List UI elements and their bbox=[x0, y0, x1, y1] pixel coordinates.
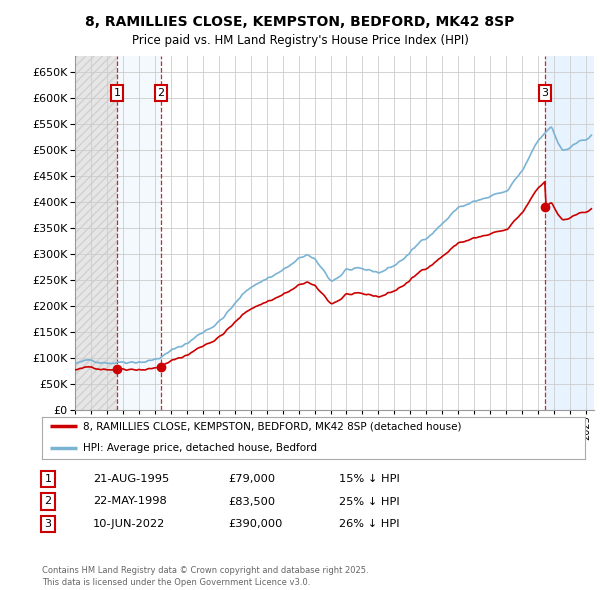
Text: 2: 2 bbox=[44, 497, 52, 506]
Text: £83,500: £83,500 bbox=[228, 497, 275, 506]
Text: 1: 1 bbox=[113, 88, 121, 98]
Text: 1: 1 bbox=[44, 474, 52, 484]
Bar bbox=[75, 56, 117, 410]
Text: 2: 2 bbox=[158, 88, 164, 98]
Text: £79,000: £79,000 bbox=[228, 474, 275, 484]
Text: 25% ↓ HPI: 25% ↓ HPI bbox=[339, 497, 400, 506]
Text: 3: 3 bbox=[542, 88, 548, 98]
Text: 8, RAMILLIES CLOSE, KEMPSTON, BEDFORD, MK42 8SP (detached house): 8, RAMILLIES CLOSE, KEMPSTON, BEDFORD, M… bbox=[83, 421, 461, 431]
Text: 10-JUN-2022: 10-JUN-2022 bbox=[93, 519, 165, 529]
Bar bbox=[545, 56, 594, 410]
Text: 15% ↓ HPI: 15% ↓ HPI bbox=[339, 474, 400, 484]
Text: £390,000: £390,000 bbox=[228, 519, 283, 529]
Text: 8, RAMILLIES CLOSE, KEMPSTON, BEDFORD, MK42 8SP: 8, RAMILLIES CLOSE, KEMPSTON, BEDFORD, M… bbox=[85, 15, 515, 29]
Bar bbox=[117, 56, 161, 410]
Text: Contains HM Land Registry data © Crown copyright and database right 2025.
This d: Contains HM Land Registry data © Crown c… bbox=[42, 566, 368, 587]
Text: Price paid vs. HM Land Registry's House Price Index (HPI): Price paid vs. HM Land Registry's House … bbox=[131, 34, 469, 47]
Text: HPI: Average price, detached house, Bedford: HPI: Average price, detached house, Bedf… bbox=[83, 442, 317, 453]
Text: 26% ↓ HPI: 26% ↓ HPI bbox=[339, 519, 400, 529]
Text: 21-AUG-1995: 21-AUG-1995 bbox=[93, 474, 169, 484]
Text: 3: 3 bbox=[44, 519, 52, 529]
Text: 22-MAY-1998: 22-MAY-1998 bbox=[93, 497, 167, 506]
